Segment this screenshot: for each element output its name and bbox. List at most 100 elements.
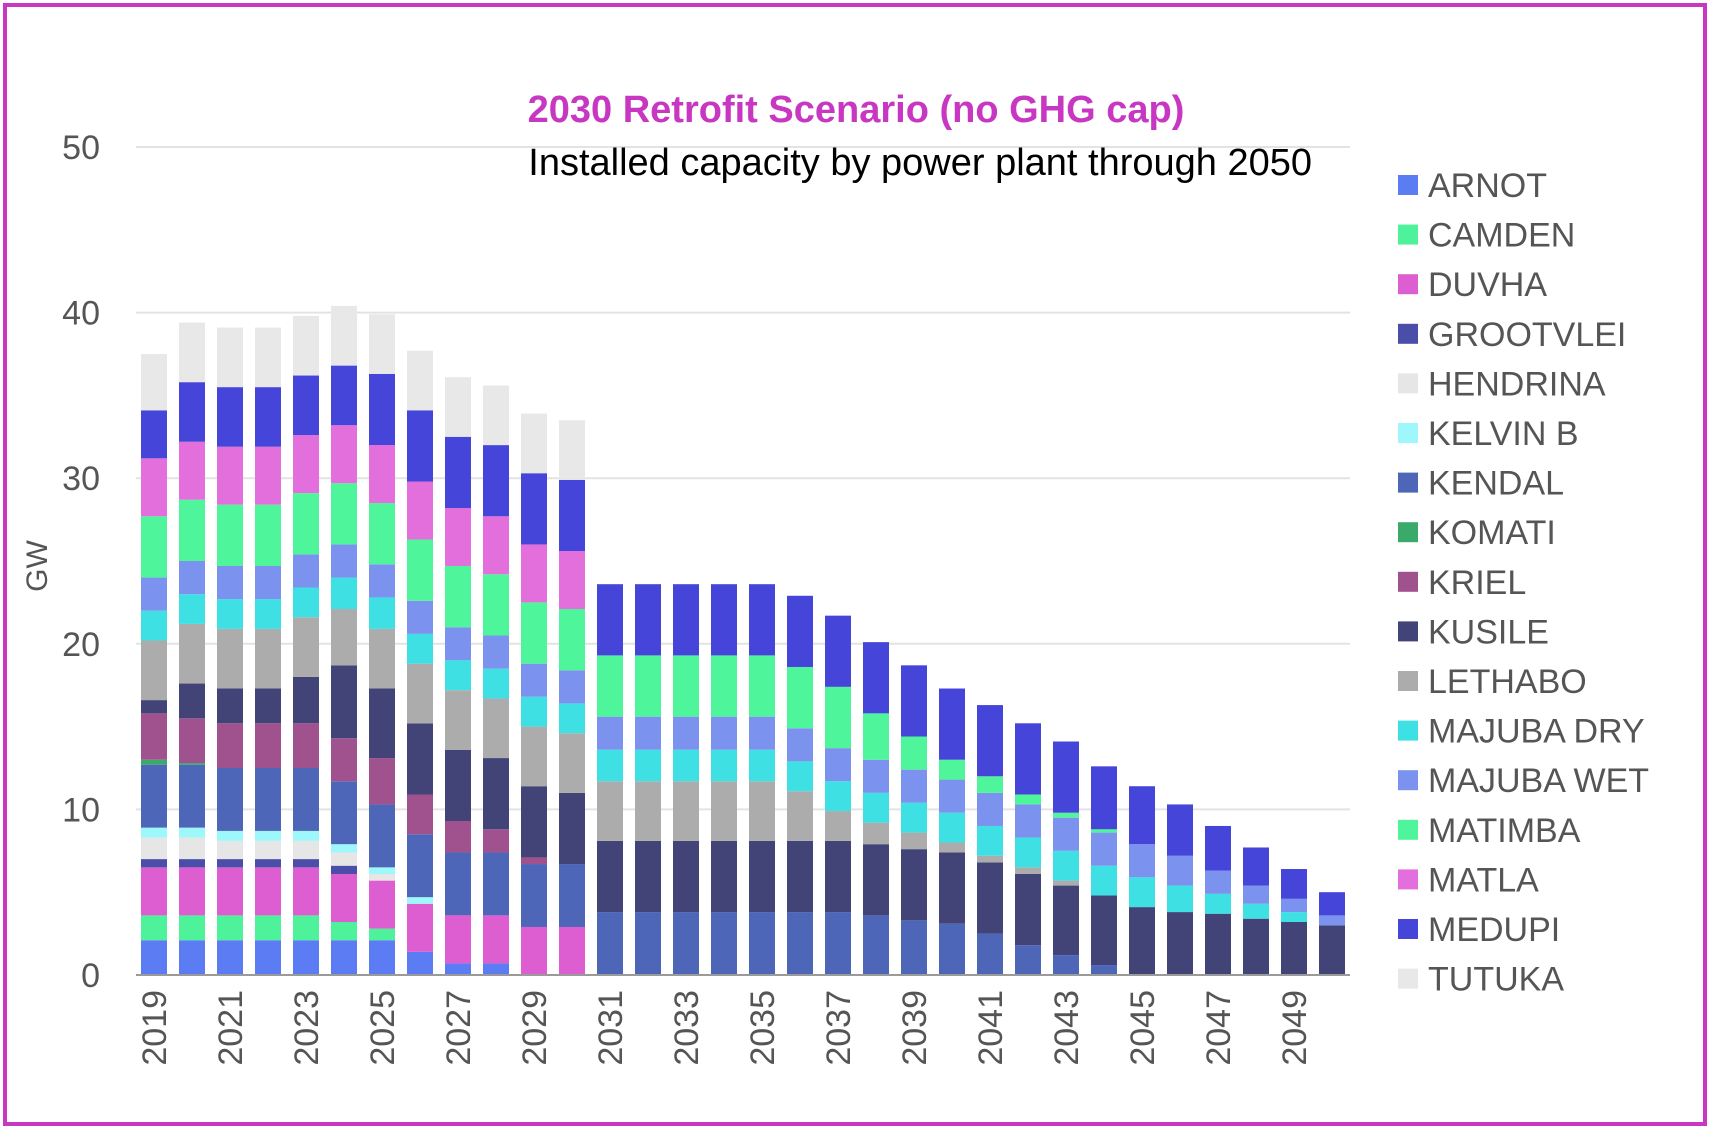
bar-segment	[445, 565, 471, 628]
bar-segment	[483, 852, 509, 916]
bar-segment	[597, 584, 623, 656]
bar-segment	[445, 627, 471, 661]
bar-segment	[977, 933, 1003, 975]
bar-segment	[293, 859, 319, 868]
legend-label: LETHABO	[1428, 663, 1587, 701]
bar-segment	[521, 663, 547, 697]
bar-segment	[711, 655, 737, 717]
bar-segment	[1129, 877, 1155, 908]
bar-segment	[635, 749, 661, 782]
bar-segment	[711, 781, 737, 841]
bar-segment	[559, 926, 585, 975]
bar-segment	[293, 617, 319, 677]
bar-segment	[1319, 892, 1345, 916]
bar-segment	[255, 840, 281, 860]
bar-segment	[407, 481, 433, 540]
bar-segment	[255, 327, 281, 388]
bars	[141, 305, 1345, 975]
bar-segment	[749, 912, 775, 975]
bar-segment	[977, 862, 1003, 934]
x-tick-label: 2019	[136, 990, 174, 1066]
bar-segment	[179, 441, 205, 500]
x-tick-label: 2025	[364, 990, 402, 1066]
bar-segment	[939, 759, 965, 780]
bar-segment	[369, 880, 395, 929]
bar-segment	[1015, 837, 1041, 868]
bar-segment	[369, 564, 395, 598]
bar-segment	[749, 781, 775, 841]
x-tick-label: 2047	[1200, 990, 1238, 1066]
bar-segment	[217, 599, 243, 629]
legend-label: MAJUBA WET	[1428, 762, 1649, 800]
bar-segment	[255, 859, 281, 868]
bar-segment	[369, 503, 395, 565]
bar-segment	[901, 802, 927, 833]
legend-swatch	[1398, 373, 1418, 394]
bar-segment	[1243, 903, 1269, 919]
bar-segment	[559, 479, 585, 552]
bar-segment	[369, 940, 395, 975]
legend-label: MATIMBA	[1428, 812, 1581, 850]
bar-segment	[141, 458, 167, 517]
x-tick-label: 2045	[1124, 990, 1162, 1066]
bar-segment	[445, 436, 471, 509]
bar-segment	[901, 665, 927, 737]
bar-segment	[331, 852, 357, 866]
bar-segment	[1015, 723, 1041, 795]
legend-swatch	[1398, 175, 1418, 195]
bar-segment	[1129, 907, 1155, 975]
bar-segment	[217, 940, 243, 975]
bar-segment	[407, 834, 433, 898]
bar-segment	[217, 387, 243, 447]
bar-segment	[559, 551, 585, 610]
bar-segment	[825, 840, 851, 913]
bar-segment	[293, 554, 319, 588]
bar-segment	[1129, 844, 1155, 878]
bar-segment	[1167, 804, 1193, 856]
bar-segment	[141, 610, 167, 641]
bar-segment	[863, 822, 889, 845]
bar-segment	[445, 508, 471, 566]
bar-segment	[179, 764, 205, 828]
bar-segment	[255, 830, 281, 841]
bar-segment	[711, 749, 737, 782]
bar-segment	[141, 940, 167, 975]
bar-segment	[977, 705, 1003, 777]
bar-segment	[369, 867, 395, 874]
bar-segment	[673, 840, 699, 913]
bar-segment	[1205, 825, 1231, 871]
bar-segment	[331, 665, 357, 739]
x-tick-label: 2027	[440, 990, 478, 1066]
y-tick-label: 20	[62, 626, 100, 664]
bar-segment	[1091, 965, 1117, 975]
bar-segment	[369, 445, 395, 504]
bar-segment	[1319, 915, 1345, 926]
legend-label: KOMATI	[1428, 514, 1556, 552]
legend-swatch	[1398, 423, 1418, 443]
bar-segment	[331, 544, 357, 578]
bar-segment	[1015, 945, 1041, 975]
bar-segment	[407, 539, 433, 601]
bar-segment	[521, 726, 547, 787]
legend-label: DUVHA	[1428, 266, 1547, 304]
legend-label: TUTUKA	[1428, 961, 1564, 999]
bar-segment	[521, 786, 547, 858]
bar-segment	[711, 584, 737, 656]
bar-segment	[635, 584, 661, 656]
bar-segment	[331, 781, 357, 845]
bar-segment	[521, 926, 547, 975]
bar-segment	[483, 574, 509, 636]
x-tick-label: 2023	[288, 990, 326, 1066]
bar-segment	[179, 718, 205, 764]
legend-swatch	[1398, 224, 1418, 245]
x-tick-label: 2033	[668, 990, 706, 1066]
bar-segment	[255, 387, 281, 447]
bar-segment	[1319, 925, 1345, 975]
bar-segment	[1205, 913, 1231, 975]
bar-segment	[1015, 873, 1041, 946]
bar-segment	[863, 915, 889, 975]
bar-segment	[407, 663, 433, 724]
bar-segment	[179, 940, 205, 975]
bar-segment	[445, 690, 471, 750]
bar-segment	[673, 781, 699, 841]
